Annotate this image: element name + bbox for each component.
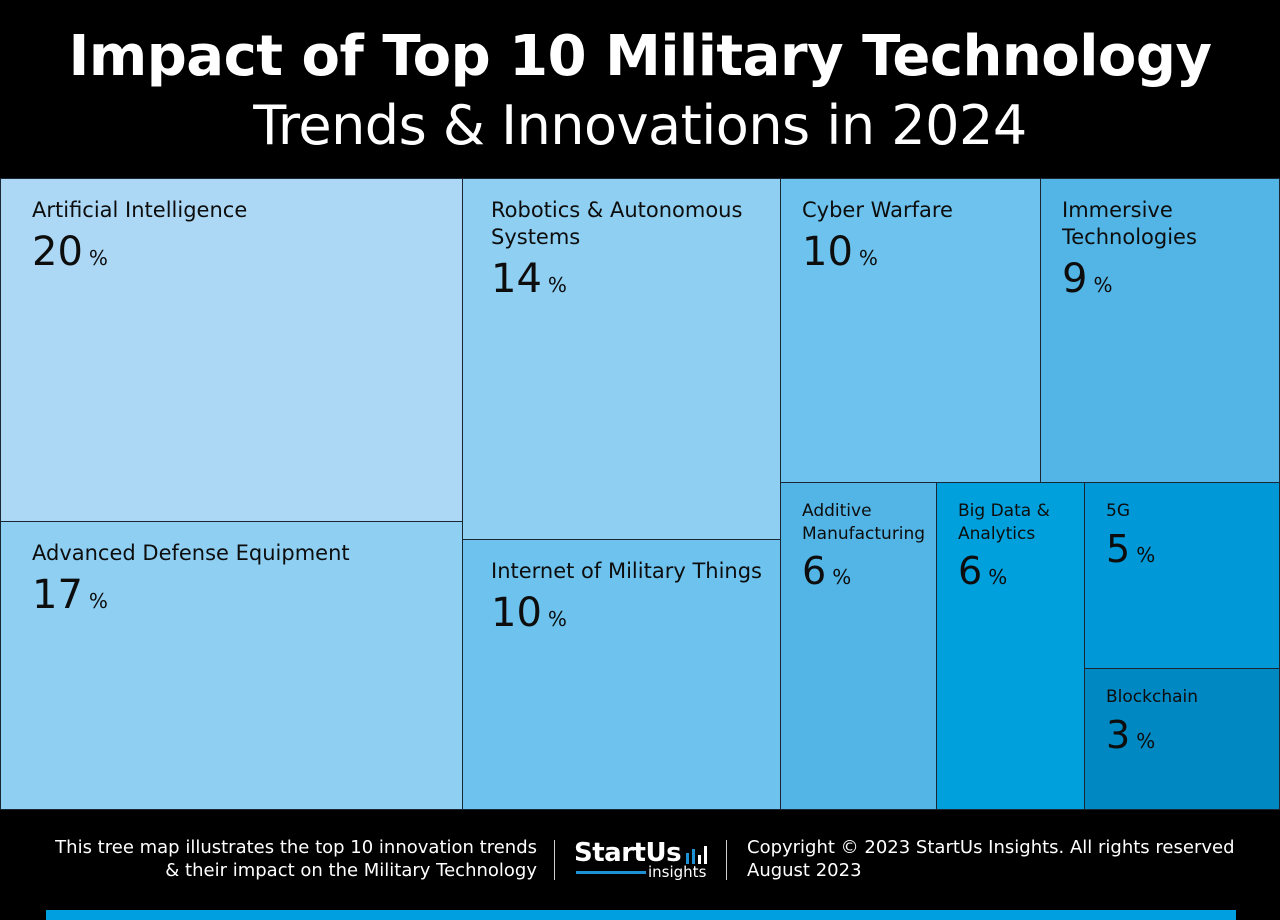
treemap-tile: Robotics & Autonomous Systems 14% <box>462 178 781 540</box>
tile-label: Immersive Technologies <box>1062 198 1197 249</box>
tile-value: 5% <box>1106 527 1155 571</box>
tile-value: 6% <box>802 549 851 593</box>
tile-value: 10% <box>491 590 567 636</box>
tile-value-number: 6 <box>802 549 827 593</box>
tile-value-unit: % <box>88 246 108 270</box>
tile-value-unit: % <box>858 246 878 270</box>
tile-value: 10% <box>802 229 878 275</box>
tile-value-number: 10 <box>802 229 853 275</box>
tile-value-unit: % <box>1136 543 1156 567</box>
footer-description: This tree map illustrates the top 10 inn… <box>55 837 537 881</box>
tile-value: 14% <box>491 256 567 302</box>
treemap-tile: Internet of Military Things 10% <box>462 539 781 810</box>
tile-label: Robotics & Autonomous Systems <box>491 198 743 249</box>
treemap-tile: Big Data & Analytics 6% <box>936 482 1085 810</box>
footer-divider-right <box>726 840 727 880</box>
treemap-tile: Immersive Technologies 9% <box>1040 178 1280 483</box>
header: Impact of Top 10 Military Technology Tre… <box>0 0 1280 178</box>
tile-value-unit: % <box>1136 729 1156 753</box>
tile-value-unit: % <box>547 607 567 631</box>
tile-value-unit: % <box>832 565 852 589</box>
treemap-tile: Artificial Intelligence 20% <box>0 178 463 522</box>
treemap-tile: Additive Manufacturing 6% <box>780 482 937 810</box>
tile-value: 9% <box>1062 256 1112 302</box>
tile-label: Cyber Warfare <box>802 198 953 222</box>
footer-copyright-block: Copyright © 2023 StartUs Insights. All r… <box>747 836 1267 882</box>
startus-insights-logo: StartUs insights <box>574 838 714 882</box>
chart-title: Impact of Top 10 Military Technology <box>68 24 1213 89</box>
tile-label: Artificial Intelligence <box>32 198 248 222</box>
chart-subtitle: Trends & Innovations in 2024 <box>253 94 1027 157</box>
tile-label: Internet of Military Things <box>491 559 762 583</box>
treemap-tile: Cyber Warfare 10% <box>780 178 1041 483</box>
logo-underline <box>576 871 646 874</box>
copyright-text: Copyright © 2023 StartUs Insights. All r… <box>747 837 1235 858</box>
treemap-tile: Blockchain 3% <box>1084 668 1280 810</box>
treemap: Artificial Intelligence 20% Advanced Defen… <box>0 178 1280 810</box>
tile-value: 20% <box>32 229 108 275</box>
tile-label: 5G <box>1106 501 1130 521</box>
tile-label: Big Data & Analytics <box>958 501 1050 544</box>
tile-value: 6% <box>958 549 1007 593</box>
footer: This tree map illustrates the top 10 inn… <box>0 810 1280 920</box>
tile-label: Advanced Defense Equipment <box>32 541 350 565</box>
tile-value-unit: % <box>988 565 1008 589</box>
tile-value-unit: % <box>88 589 108 613</box>
tile-value-number: 9 <box>1062 256 1088 302</box>
tile-value-unit: % <box>1093 273 1113 297</box>
treemap-tile: 5G 5% <box>1084 482 1280 669</box>
tile-value: 17% <box>32 572 108 618</box>
footer-divider-left <box>554 840 555 880</box>
tile-value: 3% <box>1106 713 1155 757</box>
tile-value-number: 3 <box>1106 713 1131 757</box>
tile-value-number: 17 <box>32 572 83 618</box>
tile-value-number: 14 <box>491 256 542 302</box>
tile-value-number: 20 <box>32 229 83 275</box>
tile-label: Additive Manufacturing <box>802 501 926 544</box>
bar-chart-icon <box>686 846 707 864</box>
tile-value-number: 10 <box>491 590 542 636</box>
tile-label: Blockchain <box>1106 687 1199 707</box>
logo-wordmark: StartUs <box>574 838 682 868</box>
publish-date: August 2023 <box>747 860 862 881</box>
logo-subtext: insights <box>648 863 707 881</box>
tile-value-number: 5 <box>1106 527 1131 571</box>
tile-value-unit: % <box>547 273 567 297</box>
treemap-tile: Advanced Defense Equipment 17% <box>0 521 463 810</box>
accent-bar <box>46 910 1236 920</box>
tile-value-number: 6 <box>958 549 983 593</box>
